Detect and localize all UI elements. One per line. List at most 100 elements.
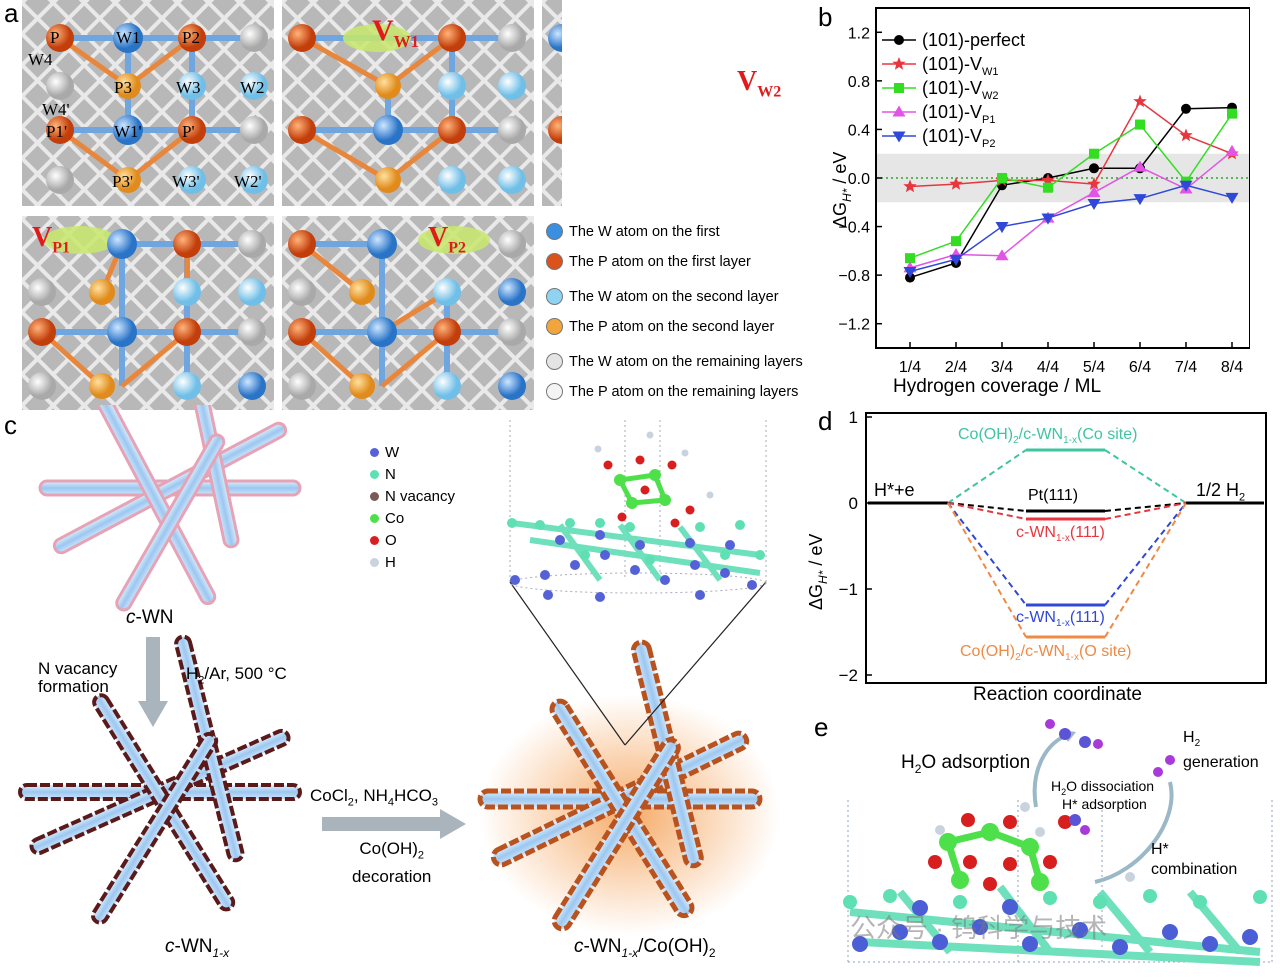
atom-label: P3 <box>114 78 132 97</box>
x-tick-label: 4/4 <box>1037 359 1059 376</box>
legend-item: The P atom on the second layer <box>546 318 774 335</box>
data-point <box>1133 160 1147 172</box>
panel-a-structures <box>22 0 562 410</box>
legend-label: (101)-VP1 <box>922 102 996 126</box>
final-caption: c-WN1-x/Co(OH)2 <box>574 936 716 960</box>
coOH2-decoration: Co(OH)2 decoration <box>352 839 432 887</box>
legend-marker <box>894 35 904 45</box>
series-line <box>909 184 1233 273</box>
y-tick-label: 0.4 <box>848 122 870 139</box>
state-h-e: H*+e <box>874 480 915 500</box>
legend-item: O <box>370 532 397 549</box>
series-line <box>909 113 1233 259</box>
h2o-adsorption: H2O adsorption <box>901 752 1031 776</box>
data-point <box>1179 180 1193 192</box>
data-point <box>1227 108 1237 119</box>
vacancy-label-p2: VP2 <box>428 222 467 257</box>
atom-label: W4' <box>42 100 70 119</box>
y-tick: 1 <box>849 408 858 427</box>
panel-d-label: d <box>818 406 833 436</box>
h-atom-icon <box>370 558 379 567</box>
data-point <box>949 177 963 190</box>
watermark: 公众号 · 钨科学与技术 <box>850 913 1108 943</box>
x-tick-label: 1/4 <box>899 359 921 376</box>
panel-b-label: b <box>818 2 833 32</box>
data-point <box>1087 198 1101 210</box>
n-vacancy-step: N vacancy formation <box>38 659 118 696</box>
data-point <box>1041 213 1055 225</box>
data-point <box>903 266 917 278</box>
panel-c-label: c <box>4 410 17 440</box>
legend-label: (101)-VW1 <box>922 54 999 78</box>
atom-swatch-icon <box>546 253 563 270</box>
data-point <box>1179 128 1193 142</box>
legend-item: H <box>370 554 396 571</box>
data-point <box>1135 119 1145 130</box>
legend-item: Co <box>370 510 404 527</box>
data-point <box>951 236 961 247</box>
h2-ar-condition: H2/Ar, 500 °C <box>186 664 287 687</box>
legend-item: N vacancy <box>370 488 455 505</box>
data-point <box>1087 186 1101 198</box>
panel-b-xlabel: Hydrogen coverage / ML <box>893 376 1102 397</box>
level-label-o-site: Co(OH)2/c-WN1-x(O site) <box>960 643 1132 664</box>
data-point <box>1089 163 1099 174</box>
legend-item: The W atom on the first <box>546 223 720 240</box>
y-tick-label: −0.4 <box>838 220 870 237</box>
legend-marker <box>892 131 906 143</box>
data-point <box>1087 177 1101 190</box>
legend-label: (101)-perfect <box>922 30 1025 50</box>
legend-item: The W atom on the remaining layers <box>546 353 803 370</box>
data-point <box>1181 103 1191 114</box>
y-tick-label: −0.8 <box>838 268 870 285</box>
x-tick-label: 6/4 <box>1129 359 1151 376</box>
atom-label: W2 <box>240 78 265 97</box>
x-tick-label: 2/4 <box>945 359 967 376</box>
legend-marker <box>892 105 906 117</box>
hstar-adsorption: H* adsorption <box>1062 796 1147 812</box>
data-point <box>903 179 917 193</box>
x-tick-label: 7/4 <box>1175 359 1197 376</box>
wn1x-nanorods <box>18 634 302 925</box>
atom-labels: P W1 P2 W4 P3 W3 W2 W4' P1' W1' P' P3' W… <box>22 0 274 206</box>
level-label-wn1x-blue: c-WN1-x(111) <box>1016 609 1105 630</box>
panel-e-label: e <box>814 712 829 742</box>
legend-marker <box>892 57 906 70</box>
n-vacancy-icon <box>370 492 379 501</box>
y-tick-label: 0.8 <box>848 74 870 91</box>
energy-diagram: 1 0 −1 −2 <box>839 408 1267 685</box>
atom-swatch-icon <box>546 318 563 335</box>
legend-label: (101)-VW2 <box>922 78 999 102</box>
wn-nanorods <box>38 405 302 612</box>
atom-label: P1' <box>46 122 68 141</box>
wn-caption: c-WN <box>126 607 174 628</box>
vacancy-label-w2: VW2 <box>737 66 782 101</box>
data-point <box>1133 194 1147 206</box>
x-tick-label: 8/4 <box>1221 359 1243 376</box>
hstar-combination: H* combination <box>1151 841 1238 878</box>
y-tick: −2 <box>839 666 858 685</box>
data-point <box>1041 173 1055 187</box>
atom-label: W1 <box>116 28 141 47</box>
y-tick-label: 0.0 <box>848 171 870 188</box>
data-point <box>995 249 1009 261</box>
data-point <box>905 253 915 264</box>
atom-label: W3' <box>172 172 200 191</box>
panel-d-xlabel: Reaction coordinate <box>973 684 1142 705</box>
legend-item: The W atom on the second layer <box>546 288 779 305</box>
atomic-model <box>507 420 767 602</box>
panel-a-label: a <box>4 0 19 28</box>
y-tick: 0 <box>849 494 858 513</box>
co-atom-icon <box>370 514 379 523</box>
data-point <box>1043 182 1053 193</box>
panel-d-ylabel: ΔGH* / eV <box>806 533 830 610</box>
w-atom-icon <box>370 448 379 457</box>
data-point <box>1225 144 1239 156</box>
atom-label: P2 <box>182 28 200 47</box>
atom-label: W4 <box>28 50 53 69</box>
n-atom-icon <box>370 470 379 479</box>
legend-label: (101)-VP2 <box>922 126 996 150</box>
y-tick: −1 <box>839 580 858 599</box>
atom-swatch-icon <box>546 383 563 400</box>
legend-item: N <box>370 466 396 483</box>
